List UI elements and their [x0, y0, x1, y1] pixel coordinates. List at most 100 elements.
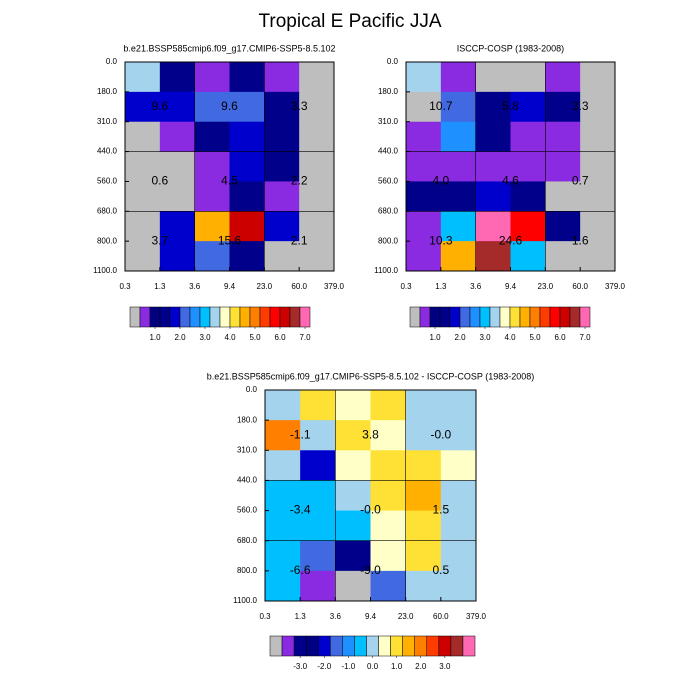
group-total: 2.2 [291, 174, 308, 188]
cell [510, 211, 546, 242]
cell [194, 181, 230, 212]
y-tick-label: 1100.0 [374, 266, 398, 275]
cell [264, 181, 300, 212]
cell [125, 91, 161, 123]
colorbar-box [169, 306, 181, 328]
group-total: 3.3 [572, 99, 589, 113]
colorbar-box [366, 635, 379, 657]
y-tick-label: 0.0 [387, 57, 399, 66]
cell [545, 121, 581, 153]
colorbar-box [179, 306, 191, 328]
group-total: 0.5 [432, 563, 449, 577]
cell [510, 241, 546, 272]
colorbar-box [419, 306, 431, 328]
group-total: 9.6 [221, 99, 238, 113]
colorbar-tick-label: 5.0 [249, 333, 261, 342]
cell [440, 121, 477, 153]
cell [299, 62, 335, 93]
colorbar-box [539, 306, 551, 328]
cell [265, 480, 301, 512]
cell [300, 450, 336, 481]
group-total: 4.5 [221, 174, 238, 188]
cell [440, 62, 477, 93]
y-tick-label: 180.0 [237, 415, 258, 424]
colorbar-tick-label: 0.0 [367, 662, 379, 671]
cell [335, 420, 371, 451]
cell [194, 241, 230, 272]
x-tick-label: 23.0 [257, 282, 273, 291]
x-tick-label: 23.0 [538, 282, 554, 291]
group-total: 15.6 [218, 233, 242, 247]
colorbar-box [414, 635, 428, 657]
cell [440, 450, 477, 481]
cell [125, 62, 161, 93]
cell [159, 91, 196, 123]
cell [335, 390, 371, 421]
y-tick-label: 680.0 [97, 206, 118, 215]
colorbar-box [279, 306, 291, 328]
colorbar-box [281, 635, 295, 657]
colorbar-box [462, 635, 476, 657]
colorbar-box [159, 306, 171, 328]
cell [440, 420, 477, 451]
colorbar-tick-label: 1.0 [391, 662, 403, 671]
group-total: 3.7 [151, 233, 168, 247]
cell [335, 450, 371, 481]
cell [299, 211, 335, 242]
cell [265, 540, 301, 572]
group-total: 1.6 [572, 233, 589, 247]
cell [405, 570, 442, 602]
colorbar-box [402, 635, 415, 657]
cell [300, 480, 336, 512]
cell [405, 510, 442, 542]
colorbar-box [317, 635, 331, 657]
cell [265, 510, 301, 542]
y-tick-label: 180.0 [378, 87, 399, 96]
cell [510, 121, 546, 153]
colorbar-box [426, 635, 440, 657]
cell [300, 390, 336, 421]
colorbar-box [559, 306, 571, 328]
cell [194, 91, 230, 123]
y-tick-label: 0.0 [106, 57, 118, 66]
cell [264, 62, 300, 93]
cell [475, 211, 511, 242]
cell [406, 151, 442, 182]
colorbar-tick-label: 7.0 [299, 333, 311, 342]
group-total: 4.6 [502, 174, 519, 188]
cell [406, 121, 442, 153]
colorbar-box [149, 306, 161, 328]
colorbar-box [549, 306, 561, 328]
cell [580, 181, 616, 212]
cell [299, 151, 335, 182]
cell [545, 211, 581, 242]
cell [159, 121, 196, 153]
group-total: 4.0 [432, 174, 449, 188]
cell [335, 480, 371, 512]
colorbar-box [219, 306, 231, 328]
cell [159, 181, 196, 212]
colorbar-box [459, 306, 471, 328]
colorbar-box [305, 635, 319, 657]
cell [370, 570, 407, 602]
cell [264, 91, 300, 123]
cell [510, 151, 546, 182]
colorbar-box [479, 306, 491, 328]
y-tick-label: 680.0 [237, 536, 258, 545]
group-total: 1.5 [432, 503, 449, 517]
cell [406, 241, 442, 272]
cell [475, 241, 511, 272]
cell [229, 181, 265, 212]
cell [229, 62, 265, 93]
y-tick-label: 1100.0 [233, 596, 257, 605]
colorbar-box [269, 306, 281, 328]
colorbar-box [449, 306, 461, 328]
cell [229, 211, 265, 242]
colorbar-box [390, 635, 403, 657]
cell [510, 91, 546, 123]
x-tick-label: 0.3 [259, 612, 271, 621]
cell [194, 62, 230, 93]
colorbar-box [509, 306, 521, 328]
cell [300, 420, 336, 451]
